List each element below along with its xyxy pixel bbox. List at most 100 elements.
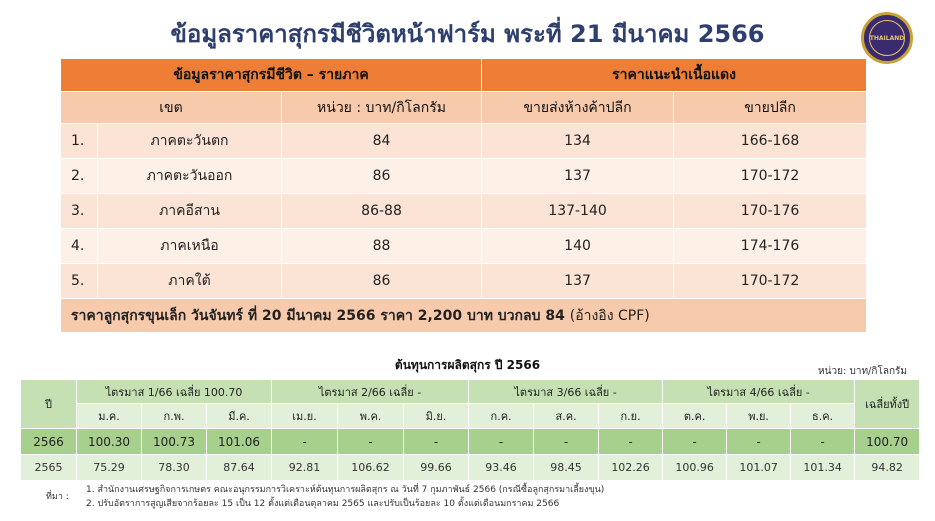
regional-subheader-row: เขต หน่วย : บาท/กิโลกรัม ขายส่งห้างค้าปล… [60,91,868,124]
row-zone: ภาคอีสาน [97,193,282,229]
cost-table-title: ต้นทุนการผลิตสุกร ปี 2566 [394,358,541,372]
cost-value: 93.46 [468,454,535,481]
source-label: ที่มา : [46,492,69,502]
quarter-1: ไตรมาส 1/66 เฉลี่ย 100.70 [75,379,273,404]
cost-value: 75.29 [76,454,142,481]
piglet-price-ref: (อ้างอิง CPF) [569,307,650,324]
cost-value: 92.81 [271,454,339,481]
quarter-3: ไตรมาส 3/66 เฉลี่ย - [468,379,664,404]
cost-value: 102.26 [598,454,664,481]
col-retail: ขายปลีก [673,91,868,124]
month-label: ก.ค. [468,403,535,429]
cost-value: - [337,428,405,455]
row-retail: 166-168 [673,123,868,159]
piglet-price-row: ราคาลูกสุกรขุนเล็ก วันจันทร์ ที่ 20 มีนา… [59,298,868,333]
cost-value: - [403,428,470,455]
agency-seal-icon: THAILAND [861,12,913,64]
table-row: 4. ภาคเหนือ 88 140 174-176 [60,228,868,264]
cost-value: 106.62 [337,454,405,481]
month-label: พ.ค. [337,403,405,429]
row-wholesale: 137-140 [481,193,675,229]
cost-value: 98.45 [533,454,600,481]
month-label: พ.ย. [726,403,792,429]
row-zone: ภาคเหนือ [97,228,282,264]
quarter-4: ไตรมาส 4/66 เฉลี่ย - [662,379,856,404]
quarter-header-row: ปี ไตรมาส 1/66 เฉลี่ย 100.70 ไตรมาส 2/66… [20,379,921,429]
col-year: ปี [20,379,77,429]
source-line-2: 2. ปรับอัตราการสูญเสียจากร้อยละ 15 เป็น … [86,499,560,509]
month-label: ต.ค. [662,403,728,429]
cost-value: - [662,428,728,455]
table-row: 2566 100.30 100.73 101.06 - - - - - - - … [20,428,921,455]
row-price: 84 [280,123,483,159]
month-header-row: ม.ค. ก.พ. มี.ค. เม.ย. พ.ค. มิ.ย. ก.ค. ส.… [21,403,920,429]
month-label: มี.ค. [205,403,273,429]
row-number: 2. [60,158,98,194]
cost-value: 100.30 [76,428,142,455]
header-live-pig-price: ข้อมูลราคาสุกรมีชีวิต – รายภาค [59,58,483,92]
month-label: ก.ย. [598,403,664,429]
cost-value: - [726,428,792,455]
row-year: 2565 [20,454,77,481]
row-wholesale: 134 [481,123,675,159]
row-number: 5. [60,263,98,299]
col-wholesale: ขายส่งห้างค้าปลีก [481,91,675,124]
quarter-2: ไตรมาส 2/66 เฉลี่ย - [271,379,470,404]
table-row: 2. ภาคตะวันออก 86 137 170-172 [60,158,868,194]
production-cost-table: ปี ไตรมาส 1/66 เฉลี่ย 100.70 ไตรมาส 2/66… [20,379,921,481]
row-wholesale: 137 [481,158,675,194]
col-unit: หน่วย : บาท/กิโลกรัม [280,91,483,124]
row-zone: ภาคตะวันออก [97,158,282,194]
month-label: ส.ค. [533,403,600,429]
row-zone: ภาคใต้ [97,263,282,299]
month-label: มิ.ย. [403,403,470,429]
cost-value: 87.64 [205,454,273,481]
row-retail: 174-176 [673,228,868,264]
cost-unit-note: หน่วย: บาท/กิโลกรัม [818,366,907,377]
row-number: 4. [60,228,98,264]
cost-value: 101.06 [205,428,273,455]
regional-price-table: ข้อมูลราคาสุกรมีชีวิต – รายภาค ราคาแนะนำ… [59,58,868,333]
month-label: เม.ย. [271,403,339,429]
row-price: 86 [280,263,483,299]
table-row: 2565 75.29 78.30 87.64 92.81 106.62 99.6… [20,454,921,481]
cost-value: - [598,428,664,455]
row-number: 3. [60,193,98,229]
seal-text: THAILAND [869,34,905,42]
source-line-1: 1. สำนักงานเศรษฐกิจการเกษตร คณะอนุกรรมกา… [86,485,605,495]
page-title: ข้อมูลราคาสุกรมีชีวิตหน้าฟาร์ม พระที่ 21… [170,20,765,48]
cost-value: - [790,428,856,455]
cost-value: 101.07 [726,454,792,481]
row-wholesale: 137 [481,263,675,299]
row-retail: 170-176 [673,193,868,229]
cost-value: - [468,428,535,455]
piglet-price-note: ราคาลูกสุกรขุนเล็ก วันจันทร์ ที่ 20 มีนา… [71,307,565,324]
row-retail: 170-172 [673,158,868,194]
row-zone: ภาคตะวันตก [97,123,282,159]
year-average: 94.82 [854,454,921,481]
year-average: 100.70 [854,428,921,455]
source-notes: ที่มา : 1. สำนักงานเศรษฐกิจการเกษตร คณะอ… [46,483,604,511]
month-label: ธ.ค. [790,403,856,429]
col-zone: เขต [60,91,282,124]
row-year: 2566 [20,428,77,455]
header-red-meat-price: ราคาแนะนำเนื้อแดง [481,58,868,92]
row-price: 86-88 [280,193,483,229]
cost-value: - [271,428,339,455]
cost-value: 101.34 [790,454,856,481]
month-label: ม.ค. [76,403,142,429]
col-year-average: เฉลี่ยทั้งปี [854,379,921,429]
month-label: ก.พ. [141,403,207,429]
table-row: 5. ภาคใต้ 86 137 170-172 [60,263,868,299]
row-number: 1. [60,123,98,159]
row-price: 86 [280,158,483,194]
table-row: 1. ภาคตะวันตก 84 134 166-168 [60,123,868,159]
row-price: 88 [280,228,483,264]
cost-value: 99.66 [403,454,470,481]
cost-value: 100.96 [662,454,728,481]
cost-value: - [533,428,600,455]
regional-header-row: ข้อมูลราคาสุกรมีชีวิต – รายภาค ราคาแนะนำ… [59,58,868,92]
row-wholesale: 140 [481,228,675,264]
seal-inner-ring: THAILAND [869,20,905,56]
piglet-price-cell: ราคาลูกสุกรขุนเล็ก วันจันทร์ ที่ 20 มีนา… [59,298,868,333]
